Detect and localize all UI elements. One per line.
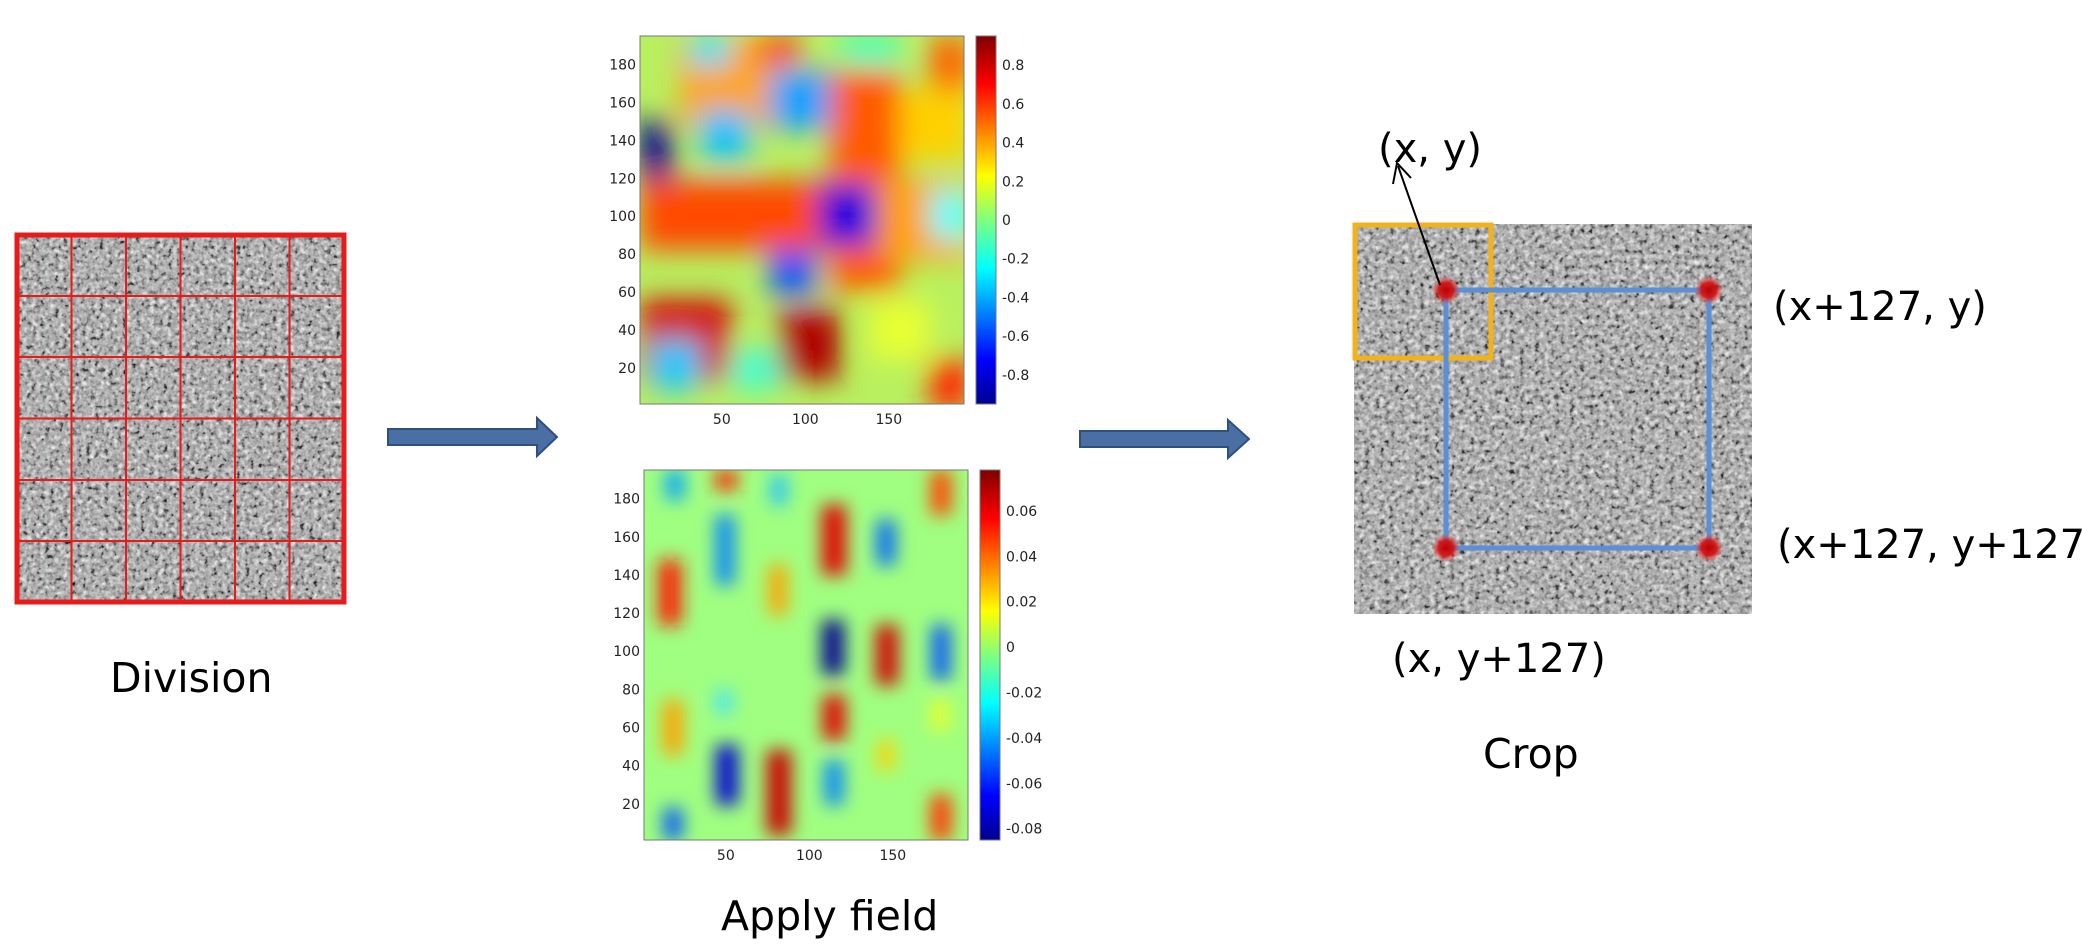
y-tick-label: 100 <box>613 644 640 660</box>
arrow-right-icon <box>1079 417 1251 461</box>
corner-bottom-left-label: (x, y+127) <box>1392 636 1606 682</box>
division-label: Division <box>110 654 273 702</box>
colorbar-tick-label: 0.06 <box>1006 504 1037 520</box>
corner-bottom-right-marker <box>1695 534 1723 562</box>
colorbar-tick-label: -0.04 <box>1006 731 1042 747</box>
y-tick-label: 80 <box>618 247 636 263</box>
corner-bottom-right-label: (x+127, y+127) <box>1777 522 2082 568</box>
y-tick-label: 100 <box>609 209 636 225</box>
colorbar-tick-label: 0.02 <box>1006 595 1037 611</box>
colorbar-tick-label: 0 <box>1006 640 1015 656</box>
x-tick-label: 100 <box>792 412 819 428</box>
y-tick-label: 180 <box>609 57 636 73</box>
heatmap-top-axis-ticks: 50 100 150 20 40 60 80 100 120 140 160 180 0.8 0.6 0.4… <box>609 57 1029 428</box>
colorbar-tick-label: -0.4 <box>1002 290 1029 306</box>
colorbar-tick-label: -0.8 <box>1002 368 1029 384</box>
corner-top-right-label: (x+127, y) <box>1773 284 1987 330</box>
x-tick-label: 50 <box>717 848 735 864</box>
y-tick-label: 140 <box>613 568 640 584</box>
crop-image <box>1354 224 1752 614</box>
colorbar-tick-label: 0.2 <box>1002 174 1024 190</box>
y-tick-label: 60 <box>622 720 640 736</box>
colorbar-tick-label: 0.8 <box>1002 58 1024 74</box>
x-tick-label: 100 <box>796 848 823 864</box>
x-tick-label: 150 <box>879 848 906 864</box>
division-grid <box>14 232 347 605</box>
heatmap-bottom-colorbar <box>979 469 1001 841</box>
x-tick-label: 150 <box>875 412 902 428</box>
y-tick-label: 160 <box>609 95 636 111</box>
colorbar-tick-label: -0.06 <box>1006 776 1042 792</box>
colorbar-tick-label: -0.08 <box>1006 822 1042 838</box>
colorbar-tick-label: 0.6 <box>1002 97 1024 113</box>
y-tick-label: 20 <box>618 361 636 377</box>
heatmap-bottom <box>643 469 969 841</box>
y-tick-label: 80 <box>622 682 640 698</box>
crop-region-box <box>1443 287 1712 551</box>
heatmap-top-colorbar <box>975 35 997 405</box>
y-tick-label: 120 <box>613 606 640 622</box>
heatmap-bottom-axis-ticks: 50 100 150 20 40 60 80 100 120 140 160 180 0.06 0.04 0… <box>613 492 1042 864</box>
colorbar-tick-label: 0.4 <box>1002 136 1024 152</box>
x-tick-label: 50 <box>713 412 731 428</box>
y-tick-label: 160 <box>613 530 640 546</box>
apply-field-label: Apply field <box>721 892 939 940</box>
arrow-right-icon <box>387 415 559 459</box>
y-tick-label: 20 <box>622 797 640 813</box>
colorbar-tick-label: 0.04 <box>1006 549 1037 565</box>
y-tick-label: 40 <box>622 759 640 775</box>
corner-top-right-marker <box>1695 276 1723 304</box>
pointer-arrow-icon <box>1392 160 1441 286</box>
colorbar-tick-label: -0.2 <box>1002 252 1029 268</box>
corner-top-left-marker <box>1432 276 1460 304</box>
colorbar-tick-label: -0.6 <box>1002 329 1029 345</box>
y-tick-label: 120 <box>609 171 636 187</box>
y-tick-label: 60 <box>618 285 636 301</box>
y-tick-label: 140 <box>609 133 636 149</box>
y-tick-label: 40 <box>618 323 636 339</box>
colorbar-tick-label: -0.02 <box>1006 685 1042 701</box>
corner-top-left-label: (x, y) <box>1378 126 1482 172</box>
heatmap-top <box>639 35 965 405</box>
colorbar-tick-label: 0 <box>1002 213 1011 229</box>
y-tick-label: 180 <box>613 492 640 508</box>
corner-bottom-left-marker <box>1432 534 1460 562</box>
crop-label: Crop <box>1483 730 1579 778</box>
